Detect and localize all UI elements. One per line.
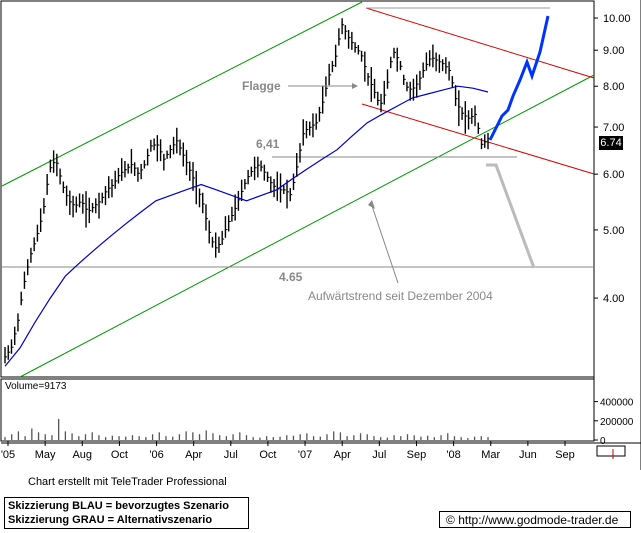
uptrend-label: Aufwärtstrend seit Dezember 2004 — [308, 289, 493, 303]
price-bars — [4, 18, 490, 364]
y-tick-label: 9.00 — [603, 45, 624, 57]
upper-red-flag-line — [365, 7, 595, 79]
website-link[interactable]: © http://www.godmode-trader.de — [439, 511, 631, 528]
trend-arrow — [371, 205, 399, 284]
flagge-label: Flagge — [242, 79, 281, 93]
x-tick-label: May — [35, 449, 56, 461]
volume-title: Volume=9173 — [5, 381, 67, 392]
volume-bars — [4, 418, 489, 440]
price-plot-frame — [0, 0, 595, 378]
lower-red-flag-line — [361, 103, 595, 175]
volume-tick-label: 0 — [600, 436, 606, 447]
y-tick-label: 6.00 — [603, 169, 624, 181]
x-tick-label: Oct — [259, 449, 276, 461]
x-tick-label: Jul — [224, 449, 238, 461]
level-6-41-label: 6,41 — [256, 137, 280, 151]
x-tick-label: Sep — [555, 449, 575, 461]
volume-plot-frame — [0, 378, 595, 442]
x-tick-label: Jun — [519, 449, 537, 461]
current-price-badge: 6.74 — [599, 136, 623, 150]
legend-blue-scenario: Skizzierung BLAU = bevorzugtes Szenario — [8, 500, 229, 512]
x-tick-label: Mar — [481, 449, 500, 461]
y-tick-label: 5.00 — [603, 225, 624, 237]
y-tick-label: 10.00 — [603, 13, 631, 25]
website-url[interactable]: http://www.godmode-trader.de — [458, 513, 619, 527]
volume-y-axis-ticks: 400000 200000 0 — [594, 398, 634, 447]
chart-credit: Chart erstellt mit TeleTrader Profession… — [28, 476, 227, 488]
x-tick-label: '06 — [149, 449, 163, 461]
price-y-axis-ticks: 10.00 9.00 8.00 7.00 6.00 5.00 4.00 — [594, 13, 631, 305]
legend-grey-scenario: Skizzierung GRAU = Alternativszenario — [8, 514, 213, 526]
copyright-icon: © — [446, 513, 455, 527]
x-tick-label: '05 — [1, 449, 15, 461]
scroll-box[interactable] — [596, 445, 626, 457]
flagge-arrowhead — [352, 83, 358, 89]
x-tick-label: Apr — [185, 449, 202, 461]
x-tick-label: Aug — [72, 449, 92, 461]
grey-alternative-scenario — [486, 163, 536, 269]
moving-average-line — [4, 85, 489, 367]
x-tick-label: '07 — [298, 449, 312, 461]
y-tick-label: 8.00 — [603, 81, 624, 93]
volume-tick-label: 200000 — [600, 417, 634, 428]
trend-arrowhead — [368, 200, 375, 209]
x-tick-label: '08 — [446, 449, 460, 461]
x-tick-label: Oct — [111, 449, 128, 461]
volume-tick-label: 400000 — [600, 398, 634, 409]
x-tick-label: Apr — [334, 449, 351, 461]
y-tick-label: 7.00 — [603, 122, 624, 134]
x-axis-ticks: '05 May Aug Oct '06 Apr Jul Oct '07 Apr Jul Sep '08 M… — [1, 441, 575, 461]
scenario-legend: Skizzierung BLAU = bevorzugtes Szenario … — [4, 497, 249, 529]
y-tick-label: 4.00 — [603, 293, 624, 305]
level-4-65-label: 4.65 — [279, 270, 303, 284]
upper-green-channel-line — [1, 1, 363, 187]
blue-preferred-scenario — [488, 15, 550, 141]
x-tick-label: Jul — [372, 449, 386, 461]
x-tick-label: Sep — [407, 449, 427, 461]
